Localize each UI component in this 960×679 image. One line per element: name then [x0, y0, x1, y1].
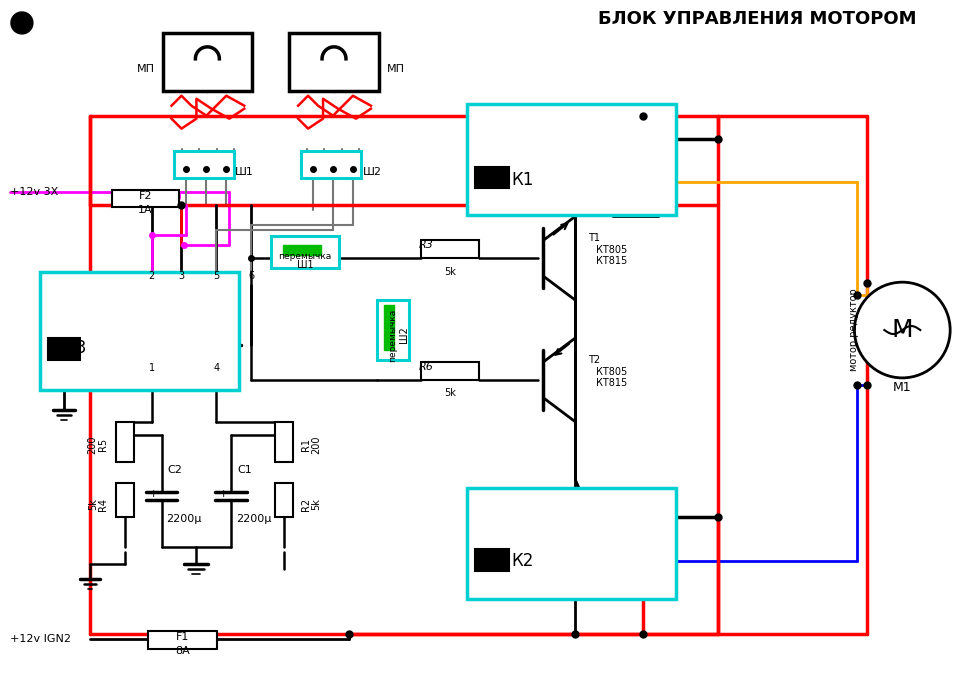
- Text: +12v 3X: +12v 3X: [10, 187, 59, 198]
- Text: Ш1: Ш1: [297, 260, 313, 270]
- Text: +: +: [149, 489, 158, 498]
- Bar: [276, 483, 293, 517]
- Text: 5k: 5k: [311, 498, 321, 511]
- Text: Ш1: Ш1: [235, 168, 254, 177]
- Bar: [474, 166, 510, 189]
- Text: Т1: Т1: [588, 234, 600, 243]
- Text: К2: К2: [512, 552, 534, 570]
- Bar: [289, 33, 379, 91]
- Text: Ш2: Ш2: [398, 327, 409, 344]
- Text: КТ815: КТ815: [596, 256, 628, 266]
- Bar: [467, 104, 676, 215]
- Text: C1: C1: [237, 464, 252, 475]
- Circle shape: [854, 282, 950, 378]
- Text: 1: 1: [149, 363, 155, 373]
- Bar: [377, 300, 409, 360]
- Text: F1: F1: [176, 632, 189, 642]
- Text: 200: 200: [311, 435, 321, 454]
- Circle shape: [11, 12, 33, 34]
- Text: 4: 4: [213, 363, 220, 373]
- Text: 6: 6: [249, 271, 254, 281]
- Text: КТ815: КТ815: [596, 378, 628, 388]
- Bar: [40, 272, 239, 390]
- Text: Ш2: Ш2: [363, 168, 382, 177]
- Text: 1А: 1А: [138, 205, 153, 215]
- Text: КТ805: КТ805: [596, 367, 628, 377]
- Text: R5: R5: [98, 438, 108, 452]
- Text: R4: R4: [98, 498, 108, 511]
- Text: 2200μ: 2200μ: [236, 515, 272, 524]
- Text: перемычка: перемычка: [278, 252, 332, 261]
- Text: 5k: 5k: [444, 268, 456, 277]
- Text: мотор редуктор: мотор редуктор: [850, 289, 859, 371]
- Bar: [467, 488, 676, 600]
- Text: 3: 3: [179, 271, 184, 281]
- Text: 8А: 8А: [175, 646, 190, 656]
- Bar: [175, 151, 234, 179]
- Text: 2200μ: 2200μ: [166, 515, 202, 524]
- Text: R6: R6: [419, 362, 434, 372]
- Text: Т2: Т2: [588, 355, 600, 365]
- Text: БЛОК УПРАВЛЕНИЯ МОТОРОМ: БЛОК УПРАВЛЕНИЯ МОТОРОМ: [598, 10, 917, 28]
- Bar: [474, 549, 510, 571]
- Text: R2: R2: [301, 498, 311, 511]
- Text: F2: F2: [139, 191, 153, 202]
- Bar: [115, 422, 133, 462]
- Text: перемычка: перемычка: [389, 308, 397, 362]
- Text: M: M: [892, 318, 913, 342]
- Text: +: +: [219, 489, 228, 498]
- Text: М1: М1: [893, 382, 912, 394]
- Text: К1: К1: [512, 172, 534, 189]
- Text: 5k: 5k: [444, 388, 456, 398]
- Text: R1: R1: [301, 438, 311, 451]
- Text: К3: К3: [64, 339, 87, 357]
- Text: 2: 2: [149, 271, 155, 281]
- Bar: [48, 338, 80, 360]
- Text: C2: C2: [167, 464, 182, 475]
- Bar: [115, 483, 133, 517]
- Text: R3: R3: [419, 240, 434, 251]
- Bar: [420, 240, 479, 258]
- Text: +12v IGN2: +12v IGN2: [10, 634, 71, 644]
- Text: МП: МП: [136, 64, 155, 74]
- Text: КТ805: КТ805: [596, 245, 628, 255]
- Bar: [276, 422, 293, 462]
- Bar: [283, 245, 321, 255]
- Bar: [162, 33, 252, 91]
- Bar: [420, 362, 479, 380]
- Text: 5: 5: [213, 271, 220, 281]
- Bar: [148, 631, 217, 649]
- Bar: [301, 151, 361, 179]
- Text: МП: МП: [387, 64, 405, 74]
- Text: 5k: 5k: [87, 498, 98, 511]
- Bar: [384, 305, 394, 350]
- Text: 200: 200: [87, 435, 98, 454]
- Bar: [111, 190, 180, 207]
- Bar: [271, 236, 339, 268]
